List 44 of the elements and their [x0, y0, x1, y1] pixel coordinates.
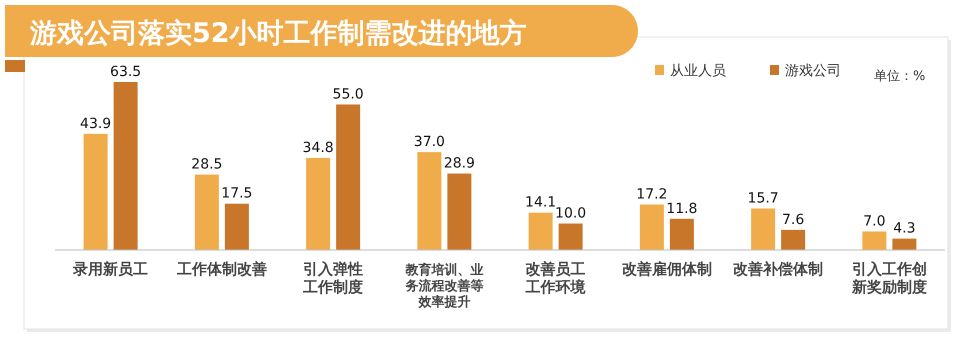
bar	[558, 224, 583, 250]
annotation: 单位：%	[874, 69, 926, 84]
x-tick-label: 引入工作创新奖励制度	[850, 260, 927, 296]
data-label: 11.8	[666, 200, 698, 217]
bar	[224, 204, 249, 250]
data-label: 28.5	[191, 156, 222, 173]
bar	[417, 152, 442, 250]
data-label: 37.0	[414, 134, 445, 150]
bar	[640, 204, 664, 250]
bar	[194, 174, 219, 250]
bar	[114, 82, 138, 250]
data-label: 7.0	[863, 213, 886, 230]
bar	[751, 208, 776, 250]
bar	[862, 231, 886, 250]
data-label: 10.0	[555, 206, 586, 222]
data-label: 7.6	[782, 212, 804, 228]
chart-title: 游戏公司落实52小时工作制需改进的地方	[29, 18, 527, 49]
data-label: 17.5	[221, 186, 252, 202]
legend-label: 游戏公司	[785, 63, 841, 79]
bar	[670, 218, 694, 250]
bar	[447, 174, 472, 250]
data-label: 43.9	[80, 116, 112, 132]
data-label: 15.7	[748, 190, 779, 206]
x-tick-label: 工作体制改善	[176, 260, 267, 278]
data-label: 17.2	[636, 186, 668, 202]
data-label: 63.5	[110, 64, 142, 80]
bar	[781, 230, 806, 250]
bar	[306, 158, 330, 250]
data-label: 28.9	[444, 156, 475, 172]
data-label: 14.1	[525, 194, 556, 211]
bar	[892, 238, 916, 250]
x-tick-label: 引入弹性工作制度	[302, 260, 364, 296]
x-tick-label: 录用新员工	[72, 260, 148, 278]
x-tick-label: 改善员工工作环境	[524, 260, 587, 296]
x-tick-label: 改善补偿体制	[733, 260, 824, 278]
data-label: 55.0	[332, 86, 364, 102]
data-label: 34.8	[302, 140, 334, 156]
legend-label: 从业人员	[670, 63, 726, 79]
x-tick-label: 改善雇佣体制	[622, 260, 712, 278]
bar	[84, 134, 108, 250]
bar	[336, 104, 360, 250]
data-label: 4.3	[893, 220, 916, 237]
bar	[528, 212, 553, 250]
x-tick-label: 教育培训、业务流程改善等效率提升	[404, 262, 484, 310]
